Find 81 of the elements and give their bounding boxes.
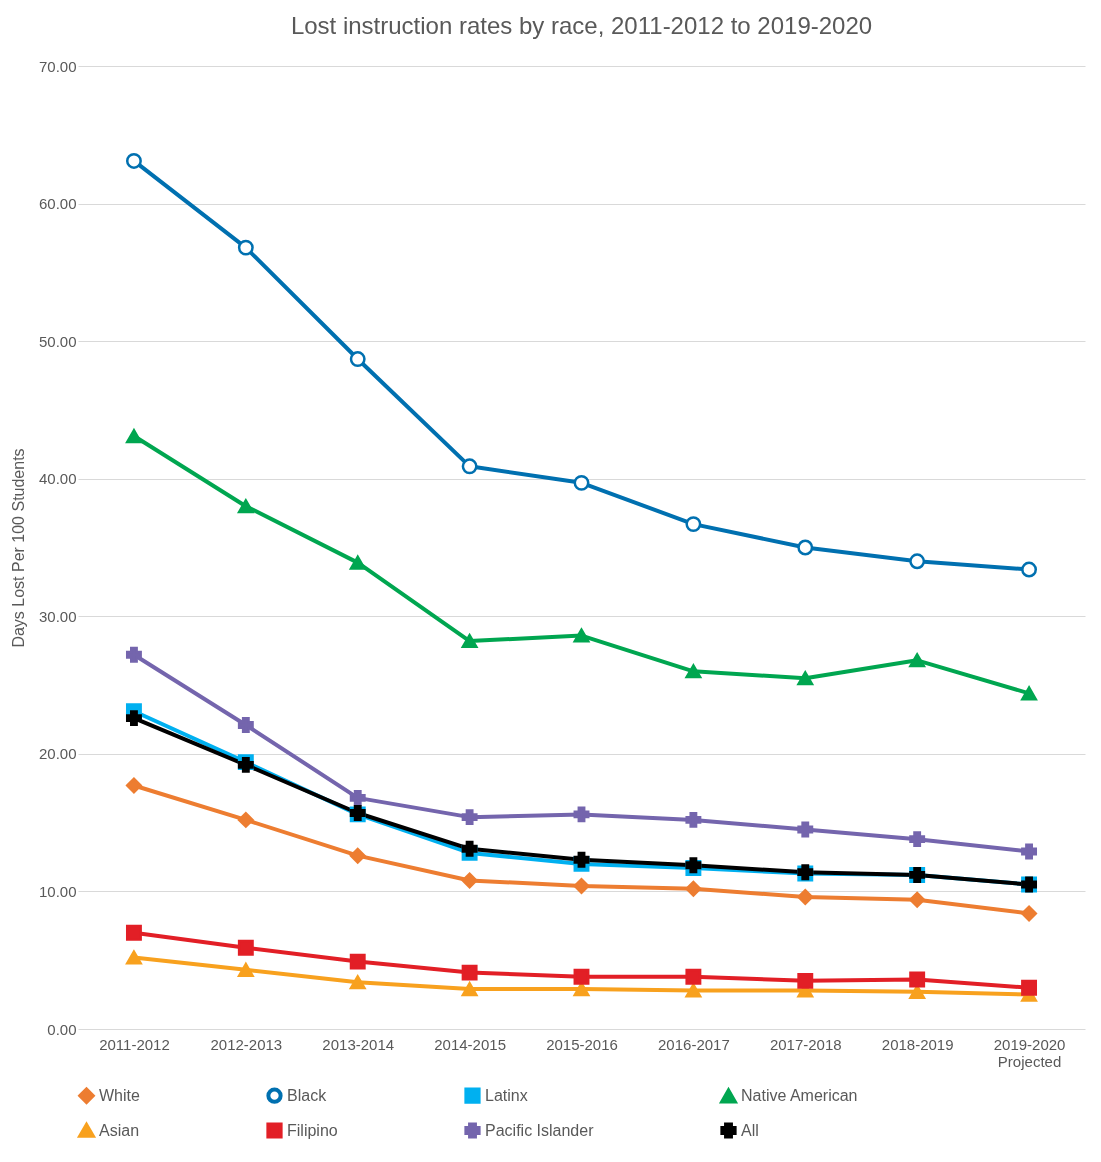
x-tick-label: 2019-2020 Projected [993,1035,1066,1070]
chart-title: Lost instruction rates by race, 2011-2012 to 2019-2020 [290,12,873,39]
point [237,499,254,514]
x-tick-label: 2016-2017 [658,1035,730,1053]
x-tick-label: 2015-2016 [546,1035,618,1053]
point [909,553,926,570]
y-tick-label: 30.00 [38,607,77,625]
legend-label: All [741,1121,759,1139]
point [125,950,142,965]
point [125,429,142,444]
point [573,474,590,491]
point [685,983,702,998]
x-tick-label: 2013-2014 [322,1035,395,1053]
y-tick-label: 0.00 [47,1020,77,1038]
y-tick-label: 70.00 [38,57,77,75]
point [125,710,142,727]
point [461,809,478,826]
point [797,671,814,686]
point [125,777,142,794]
point [573,628,590,643]
x-tick-label: 2012-2013 [210,1035,283,1053]
point [685,811,702,828]
y-tick-label: 10.00 [38,882,77,900]
x-tick-label: 2011-2012 [99,1035,170,1053]
point [349,975,366,990]
point [461,458,478,475]
point [1021,979,1038,996]
point [1021,686,1038,701]
point [909,971,926,988]
y-tick-label: 40.00 [38,470,77,488]
legend-label: Native American [741,1087,858,1105]
point [573,968,590,985]
point [573,982,590,997]
point [125,924,142,941]
point [349,351,366,367]
point [797,972,814,989]
x-tick-label: 2014-2015 [434,1035,506,1053]
point [909,831,926,848]
legend-label: Filipino [287,1121,338,1139]
point [1021,561,1038,578]
point [237,962,254,977]
point [237,811,254,828]
legend-label: Latinx [485,1086,528,1104]
point [797,539,814,556]
point [573,806,590,823]
point [1021,905,1038,922]
point [237,717,254,733]
y-tick-label: 20.00 [38,745,77,763]
point [685,968,702,985]
point [461,964,478,981]
point [125,646,142,663]
point [685,516,702,533]
point [125,152,142,169]
point [1021,843,1038,860]
point [909,891,926,908]
point [909,653,926,668]
point [797,888,814,905]
point [349,847,366,864]
legend-label: Pacific Islander [485,1121,595,1139]
point [237,939,254,956]
legend-label: Asian [99,1121,140,1139]
legend-label: Black [287,1086,328,1104]
y-tick-label: 60.00 [38,195,77,213]
point [573,851,590,868]
point [685,880,702,897]
point [461,982,478,997]
point [797,821,814,838]
point [349,789,366,806]
point [349,953,366,970]
x-tick-label: 2018-2019 [881,1035,954,1053]
legend-label: White [99,1086,140,1104]
x-tick-label: 2017-2018 [769,1035,842,1053]
point [685,664,702,679]
point [461,840,478,857]
y-tick-label: 50.00 [38,332,77,350]
point [573,877,590,894]
y-axis-title: Days Lost Per 100 Students [9,448,27,648]
point [461,872,478,889]
point [461,633,478,649]
point [237,239,254,256]
point [349,555,366,570]
